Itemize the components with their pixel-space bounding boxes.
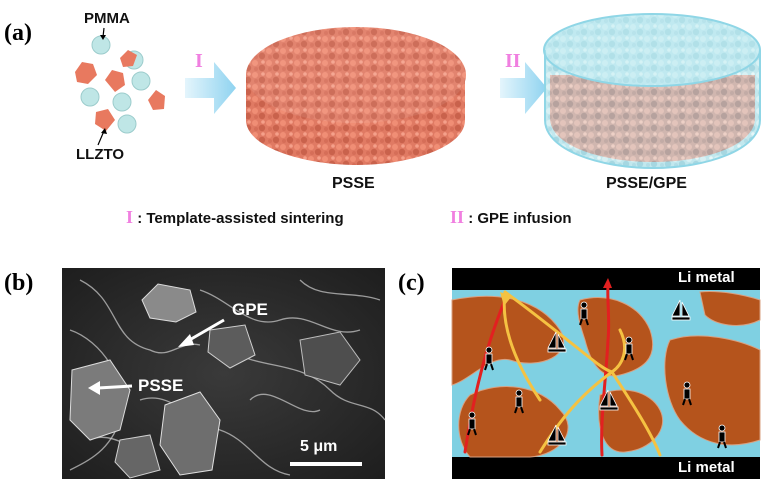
process-arrow-2: [500, 62, 547, 114]
legend-step-1: I : Template-assisted sintering: [126, 207, 344, 228]
panel-label-a: (a): [4, 20, 32, 46]
ion-path-red-right: [600, 283, 611, 457]
legend-step-2-text: : GPE infusion: [468, 210, 572, 227]
ion-path-yellow-d: [610, 370, 662, 457]
step-1-numeral: I: [195, 50, 203, 72]
sem-psse-label: PSSE: [138, 376, 184, 395]
ceramic-domains: [451, 291, 761, 458]
sailboat-icons: [547, 299, 691, 446]
pmma-label: PMMA: [84, 10, 130, 27]
legend-step-2: II : GPE infusion: [450, 207, 572, 228]
particle-mixture: [75, 27, 165, 146]
hiker-icons: [467, 301, 727, 449]
legend-step-2-numeral: II: [450, 207, 465, 227]
gpe-pointer-arrow: [185, 318, 225, 344]
panel-label-c: (c): [398, 270, 425, 296]
legend-step-1-text: : Template-assisted sintering: [137, 210, 344, 227]
bottom-electrode-label: Li metal: [678, 459, 735, 476]
process-arrow-1: [185, 62, 236, 114]
step-2-numeral: II: [505, 50, 521, 72]
legend-step-1-numeral: I: [126, 207, 134, 227]
bottom-electrode-bar: [452, 457, 760, 479]
top-electrode-bar: [452, 268, 760, 290]
top-electrode-label: Li metal: [678, 269, 735, 286]
psse-disc: [246, 27, 466, 165]
psse-pointer-arrow: [97, 384, 133, 390]
llzto-label: LLZTO: [76, 146, 125, 163]
scale-bar: [290, 462, 362, 466]
scale-bar-label: 5 μm: [300, 438, 338, 455]
psse-product-label: PSSE: [332, 175, 375, 192]
psse-gpe-disc: [543, 13, 761, 170]
sem-gpe-label: GPE: [232, 300, 268, 319]
psse-gpe-product-label: PSSE/GPE: [606, 175, 687, 192]
panel-label-b: (b): [4, 270, 34, 296]
ion-path-red-left: [463, 298, 507, 454]
ion-path-yellow-a: [503, 290, 614, 374]
